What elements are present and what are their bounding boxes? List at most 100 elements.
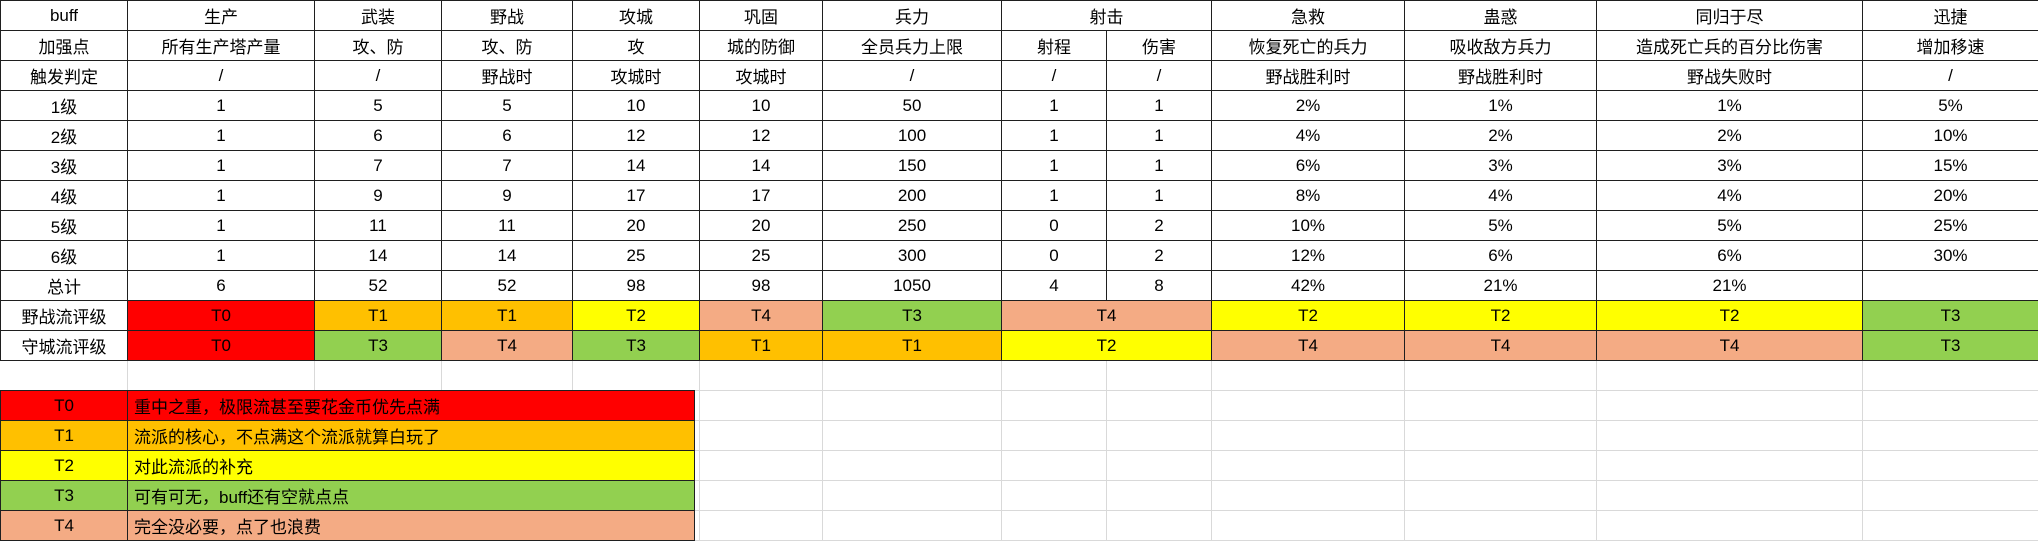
header-cell[interactable]: 急救	[1211, 0, 1405, 31]
cell[interactable]: 9	[314, 180, 442, 211]
cell[interactable]: 3%	[1404, 150, 1597, 181]
cell[interactable]: 17	[572, 180, 700, 211]
legend-tier-cell[interactable]: T3	[0, 480, 128, 511]
rating-cell[interactable]: T3	[572, 330, 700, 361]
cell[interactable]: 全员兵力上限	[822, 30, 1002, 61]
legend-desc-cell[interactable]: 完全没必要，点了也浪费	[127, 510, 695, 541]
cell[interactable]: 1050	[822, 270, 1002, 301]
cell[interactable]: 150	[822, 150, 1002, 181]
legend-desc-cell[interactable]: 重中之重，极限流甚至要花金币优先点满	[127, 390, 695, 421]
cell[interactable]: 25	[699, 240, 823, 271]
header-cell[interactable]: 射击	[1001, 0, 1212, 31]
cell[interactable]: 1	[127, 180, 315, 211]
row-label[interactable]: 野战流评级	[0, 300, 128, 331]
corner-cell-buff[interactable]: buff	[0, 0, 128, 31]
cell[interactable]: 8%	[1211, 180, 1405, 211]
row-label[interactable]: 6级	[0, 240, 128, 271]
cell[interactable]: 6%	[1404, 240, 1597, 271]
cell[interactable]: 4%	[1596, 180, 1863, 211]
cell[interactable]: /	[822, 60, 1002, 91]
rating-cell[interactable]: T4	[699, 300, 823, 331]
header-cell[interactable]: 武装	[314, 0, 442, 31]
legend-tier-cell[interactable]: T4	[0, 510, 128, 541]
cell[interactable]: 21%	[1404, 270, 1597, 301]
cell[interactable]: 0	[1001, 240, 1107, 271]
cell[interactable]: 1	[127, 120, 315, 151]
legend-tier-cell[interactable]: T2	[0, 450, 128, 481]
cell[interactable]: 12	[572, 120, 700, 151]
cell[interactable]: 14	[699, 150, 823, 181]
rating-cell[interactable]: T1	[822, 330, 1002, 361]
rating-cell[interactable]: T4	[1211, 330, 1405, 361]
header-cell[interactable]: 野战	[441, 0, 573, 31]
rating-cell[interactable]: T3	[1862, 300, 2038, 331]
cell[interactable]: 1	[127, 150, 315, 181]
rating-cell[interactable]: T1	[699, 330, 823, 361]
cell[interactable]: 1	[127, 240, 315, 271]
header-cell[interactable]: 巩固	[699, 0, 823, 31]
cell[interactable]: 1	[1001, 180, 1107, 211]
cell[interactable]: 2%	[1404, 120, 1597, 151]
rating-cell[interactable]: T4	[441, 330, 573, 361]
cell[interactable]: 2%	[1211, 90, 1405, 121]
cell[interactable]: 20%	[1862, 180, 2038, 211]
cell[interactable]: 射程	[1001, 30, 1107, 61]
cell[interactable]: /	[1862, 60, 2038, 91]
cell[interactable]: 14	[314, 240, 442, 271]
cell[interactable]: 6	[314, 120, 442, 151]
cell[interactable]: 100	[822, 120, 1002, 151]
cell[interactable]: 12%	[1211, 240, 1405, 271]
cell[interactable]: 城的防御	[699, 30, 823, 61]
header-cell[interactable]: 兵力	[822, 0, 1002, 31]
cell[interactable]: 2	[1106, 240, 1212, 271]
cell[interactable]: 10	[699, 90, 823, 121]
rating-cell[interactable]: T0	[127, 300, 315, 331]
cell[interactable]: 42%	[1211, 270, 1405, 301]
cell[interactable]: 攻城时	[572, 60, 700, 91]
cell[interactable]: 9	[441, 180, 573, 211]
cell[interactable]: 52	[314, 270, 442, 301]
cell[interactable]: 1	[1106, 150, 1212, 181]
cell[interactable]: 2	[1106, 210, 1212, 241]
cell[interactable]: 攻、防	[314, 30, 442, 61]
rating-cell[interactable]: T4	[1001, 300, 1212, 331]
cell[interactable]: 7	[441, 150, 573, 181]
cell[interactable]: 5	[314, 90, 442, 121]
row-label[interactable]: 总计	[0, 270, 128, 301]
header-cell[interactable]: 攻城	[572, 0, 700, 31]
cell[interactable]: 增加移速	[1862, 30, 2038, 61]
row-label[interactable]: 4级	[0, 180, 128, 211]
cell[interactable]: 11	[441, 210, 573, 241]
rating-cell[interactable]: T4	[1596, 330, 1863, 361]
cell[interactable]: 6%	[1211, 150, 1405, 181]
rating-cell[interactable]: T2	[1596, 300, 1863, 331]
cell[interactable]: 1	[1106, 180, 1212, 211]
cell[interactable]: 4	[1001, 270, 1107, 301]
cell[interactable]: 野战时	[441, 60, 573, 91]
header-cell[interactable]: 蛊惑	[1404, 0, 1597, 31]
cell[interactable]: 吸收敌方兵力	[1404, 30, 1597, 61]
cell[interactable]: 5%	[1404, 210, 1597, 241]
cell[interactable]: 30%	[1862, 240, 2038, 271]
rating-cell[interactable]: T1	[441, 300, 573, 331]
cell[interactable]: 17	[699, 180, 823, 211]
cell[interactable]: 1	[1106, 120, 1212, 151]
cell[interactable]: 25%	[1862, 210, 2038, 241]
cell[interactable]: 50	[822, 90, 1002, 121]
cell[interactable]: /	[1106, 60, 1212, 91]
legend-tier-cell[interactable]: T1	[0, 420, 128, 451]
cell[interactable]: 250	[822, 210, 1002, 241]
rating-cell[interactable]: T3	[314, 330, 442, 361]
header-cell[interactable]: 迅捷	[1862, 0, 2038, 31]
cell[interactable]: 1%	[1404, 90, 1597, 121]
cell[interactable]: 15%	[1862, 150, 2038, 181]
rating-cell[interactable]: T4	[1404, 330, 1597, 361]
cell[interactable]: 1	[1106, 90, 1212, 121]
cell[interactable]: 造成死亡兵的百分比伤害	[1596, 30, 1863, 61]
cell[interactable]: /	[127, 60, 315, 91]
cell[interactable]: 1	[1001, 90, 1107, 121]
rating-cell[interactable]: T1	[314, 300, 442, 331]
cell[interactable]: 8	[1106, 270, 1212, 301]
legend-tier-cell[interactable]: T0	[0, 390, 128, 421]
cell[interactable]: 11	[314, 210, 442, 241]
